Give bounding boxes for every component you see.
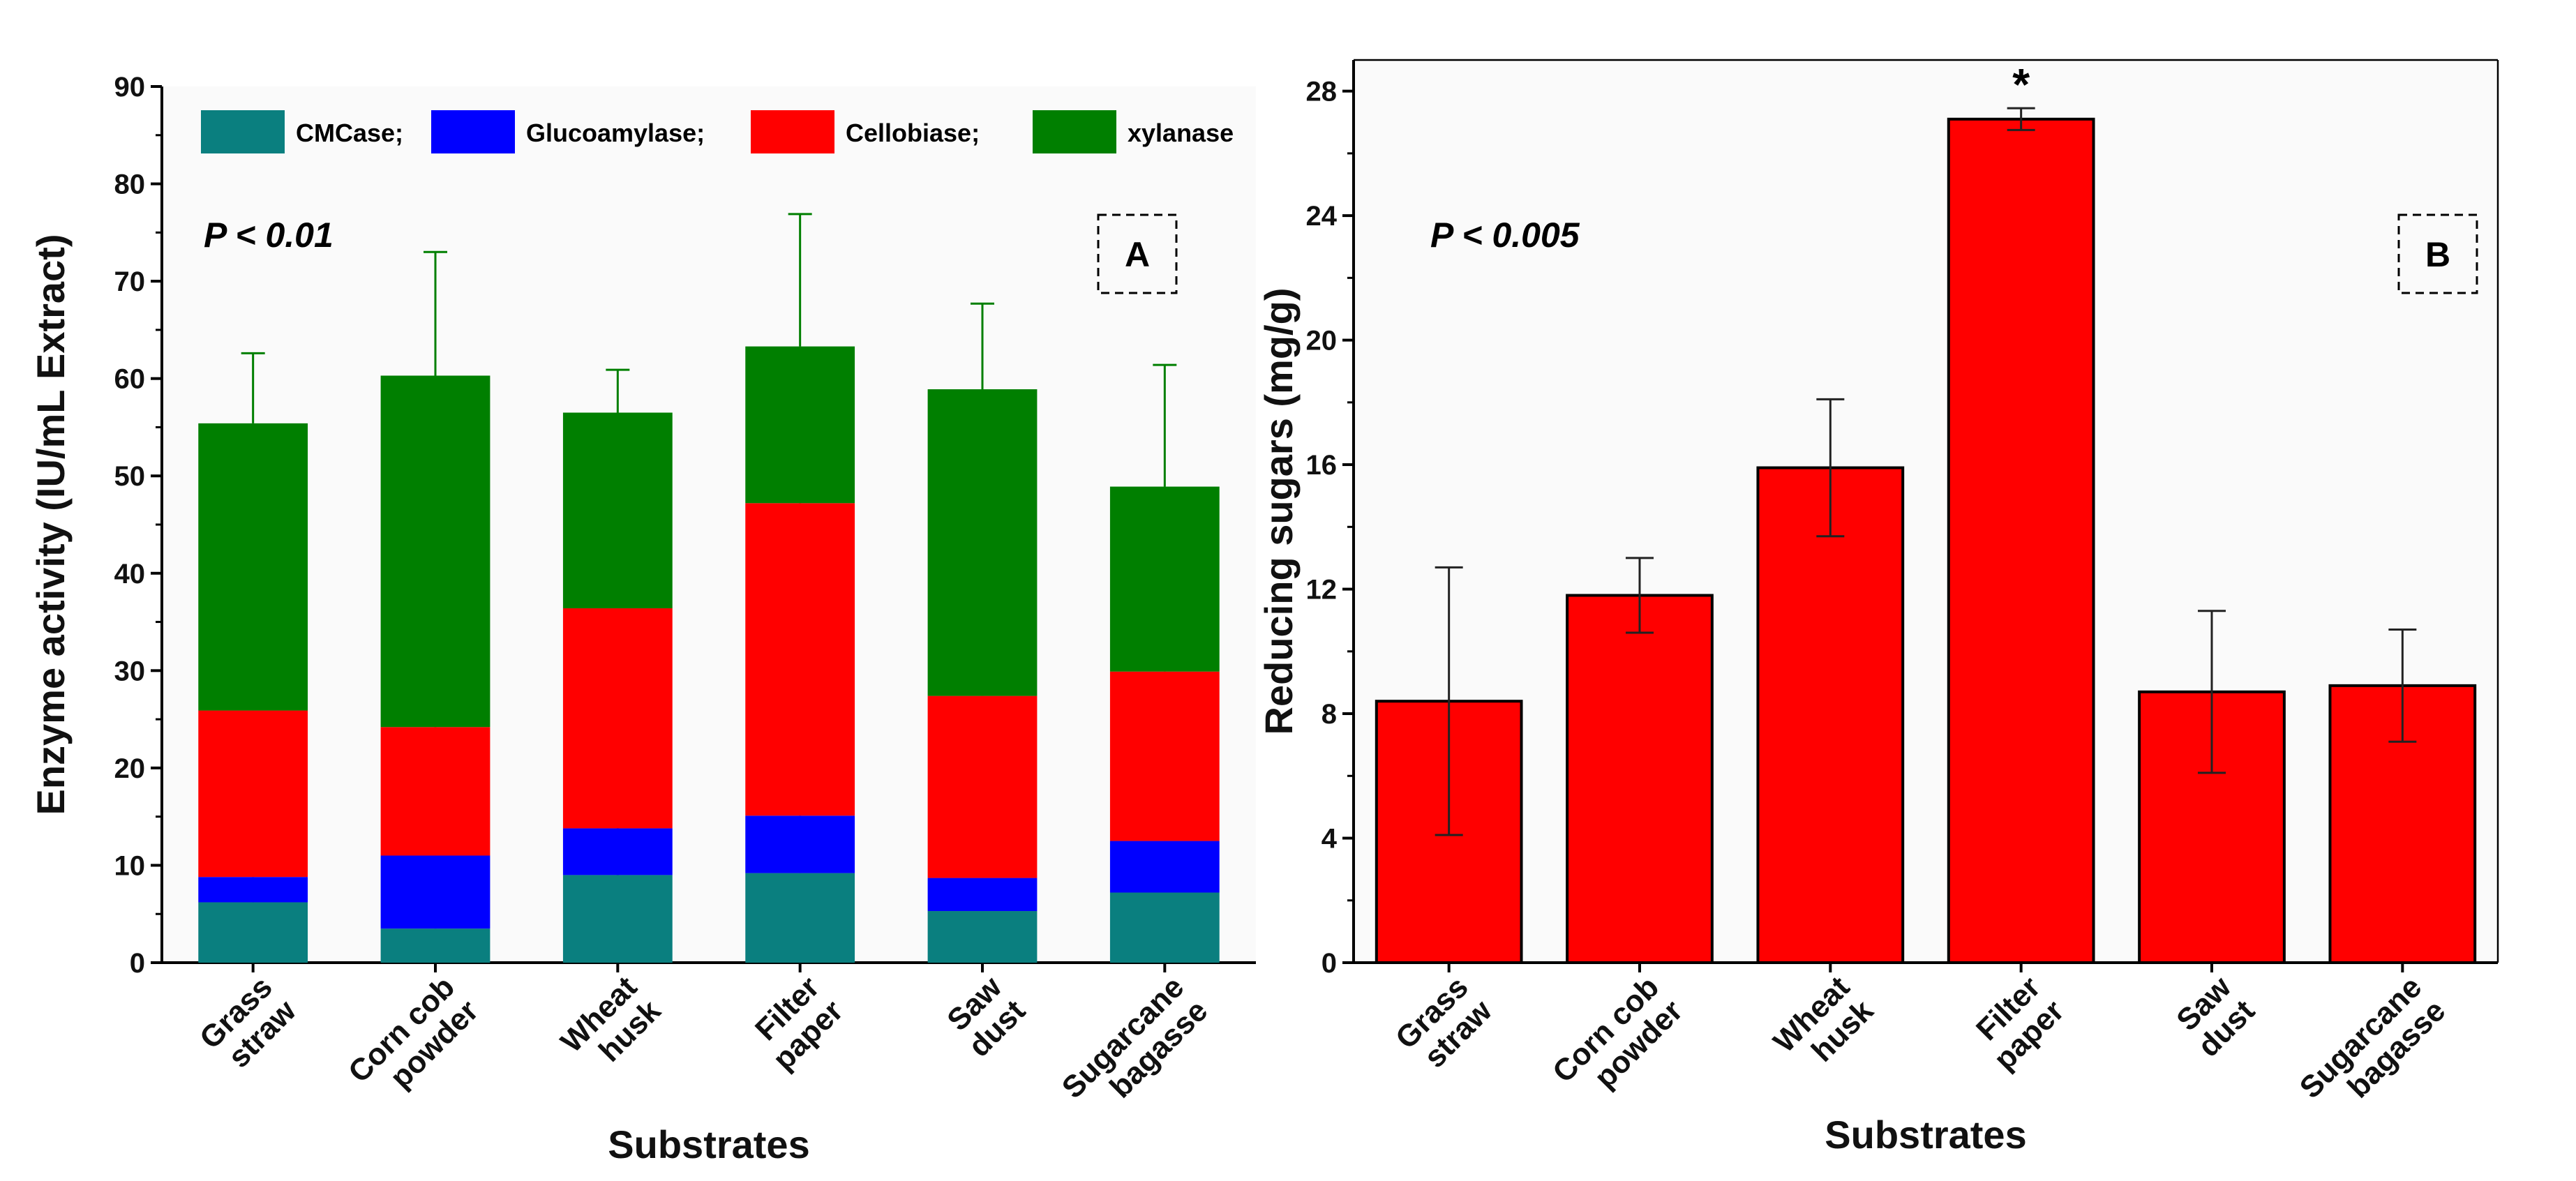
- panel-b-y-tick-label: 24: [1306, 201, 1338, 232]
- panel-a-bar-xylanase-grass-straw: [198, 423, 308, 711]
- panel-b-tag: B: [2425, 235, 2450, 274]
- panel-a-bar-glucoamylase-sugarcane-bagasse: [1109, 841, 1220, 893]
- panel-a-y-tick-label: 30: [114, 656, 146, 686]
- panel-a-bar-glucoamylase-filter-paper: [745, 815, 855, 873]
- panel-b-chart: 0 4 8 12 16 20 24 28 Reducing sugars (mg/g) Subst…: [1257, 59, 2499, 1157]
- panel-a-bar-cellobiase-grass-straw: [198, 710, 308, 878]
- panel-a-y-tick-label: 80: [114, 170, 146, 200]
- panel-b-x-axis-title: Substrates: [1825, 1113, 2026, 1157]
- panel-a-bar-xylanase-wheat-husk: [562, 412, 673, 609]
- panel-a-y-tick-label: 20: [114, 753, 146, 784]
- panel-a-y-tick-label: 40: [114, 559, 146, 589]
- panel-b-y-tick-label: 28: [1306, 77, 1338, 107]
- panel-a-bar-cellobiase-saw-dust: [927, 695, 1038, 878]
- panel-b-significance-marker: *: [2012, 59, 2030, 110]
- panel-a-bar-glucoamylase-wheat-husk: [562, 828, 673, 875]
- panel-a-category-label-wheat-husk: Wheathusk: [554, 970, 667, 1083]
- panel-b-category-label-sugarcane-bagasse: Sugarcanebagasse: [2293, 970, 2453, 1129]
- panel-b-y-axis-title: Reducing sugars (mg/g): [1257, 288, 1301, 735]
- panel-a-category-label-sugarcane-bagasse: Sugarcanebagasse: [1056, 970, 1215, 1129]
- panel-a-bar-cellobiase-corn-cob-powder: [380, 727, 491, 856]
- panel-a-x-axis-title: Substrates: [608, 1122, 809, 1166]
- panel-b-category-label-filter-paper: Filterpaper: [1963, 970, 2070, 1076]
- panel-a-category-label-corn-cob-powder: Corn cobpowder: [342, 970, 485, 1113]
- panel-b-bar-wheat-husk: [1756, 466, 1905, 964]
- panel-a-y-tick-label: 60: [114, 364, 146, 395]
- panel-a-p-value: P < 0.01: [204, 216, 334, 255]
- panel-a-bar-glucoamylase-corn-cob-powder: [380, 855, 491, 929]
- panel-b-plot-area: [1354, 60, 2498, 963]
- panel-b-y-tick-label: 16: [1306, 450, 1338, 481]
- panel-a-legend-label-xylanase: xylanase: [1128, 119, 1234, 147]
- panel-a-category-label-saw-dust: Sawdust: [938, 970, 1033, 1064]
- panel-a-y-tick-label: 70: [114, 266, 146, 297]
- panel-a-category-label-filter-paper: Filterpaper: [742, 970, 849, 1076]
- panel-a-y-tick-label: 0: [130, 948, 145, 979]
- panel-a-legend-swatch-cellobiase: [751, 110, 834, 153]
- panel-a-tag: A: [1125, 235, 1150, 274]
- panel-a-bar-xylanase-sugarcane-bagasse: [1109, 486, 1220, 672]
- panel-a-bar-cmcase-grass-straw: [198, 902, 308, 963]
- panel-a-bar-xylanase-filter-paper: [745, 346, 855, 504]
- panel-b-y-tick-label: 0: [1321, 948, 1337, 979]
- panel-a-category-label-grass-straw: Grassstraw: [193, 970, 303, 1079]
- panel-b-category-label-corn-cob-powder: Corn cobpowder: [1546, 970, 1689, 1113]
- panel-b-category-label-saw-dust: Sawdust: [2168, 970, 2262, 1064]
- panel-b-tag-box: [2397, 213, 2478, 294]
- panel-a-bar-glucoamylase-saw-dust: [927, 878, 1038, 912]
- panel-a-legend-swatch-xylanase: [1033, 110, 1116, 153]
- panel-a-bar-cmcase-sugarcane-bagasse: [1109, 892, 1220, 963]
- panel-b-y-tick-label: 20: [1306, 326, 1338, 356]
- panel-a-y-axis-title: Enzyme activity (IU/mL Extract): [29, 234, 73, 815]
- panel-a-bar-cmcase-filter-paper: [745, 873, 855, 963]
- panel-b-bar-corn-cob-powder: [1566, 594, 1714, 964]
- panel-a-y-tick-label: 90: [114, 72, 146, 103]
- panel-a-plot-area: [162, 86, 1256, 963]
- panel-b-category-label-wheat-husk: Wheathusk: [1767, 970, 1880, 1083]
- panel-b-y-tick-label: 12: [1306, 575, 1338, 605]
- panel-a-bar-cmcase-saw-dust: [927, 911, 1038, 963]
- panel-a-bar-glucoamylase-grass-straw: [198, 877, 308, 903]
- panel-a-y-tick-label: 50: [114, 461, 146, 492]
- panel-a-chart: 0 10 20 30 40 50 60 70 80 90 Enzyme activity (IU/m…: [29, 72, 1256, 1166]
- panel-a-y-tick-label: 10: [114, 850, 146, 881]
- panel-a-bar-cmcase-wheat-husk: [562, 875, 673, 963]
- panel-a-tag-box: [1097, 213, 1178, 294]
- panel-a-legend-swatch-cmcase: [201, 110, 285, 153]
- panel-a-legend-swatch-glucoamylase: [431, 110, 515, 153]
- panel-a-legend: CMCase; Glucoamylase; Cellobiase; xylanase: [201, 110, 1234, 153]
- panel-a-bar-cmcase-corn-cob-powder: [380, 928, 491, 963]
- panel-a-legend-label-glucoamylase: Glucoamylase;: [526, 119, 705, 147]
- panel-b-y-tick-label: 4: [1321, 824, 1338, 855]
- panel-a-bar-cellobiase-sugarcane-bagasse: [1109, 671, 1220, 841]
- panel-a-bar-xylanase-saw-dust: [927, 389, 1038, 696]
- panel-b-p-value: P < 0.005: [1430, 216, 1580, 255]
- panel-b-bar-filter-paper: [1947, 117, 2095, 965]
- panel-a-legend-label-cmcase: CMCase;: [296, 119, 403, 147]
- panel-a-bar-cellobiase-filter-paper: [745, 503, 855, 816]
- panel-b-y-tick-label: 8: [1321, 699, 1337, 730]
- panel-b-category-label-grass-straw: Grassstraw: [1389, 970, 1499, 1079]
- panel-a-bar-xylanase-corn-cob-powder: [380, 375, 491, 728]
- panel-a-bar-cellobiase-wheat-husk: [562, 608, 673, 829]
- panel-a-legend-label-cellobiase: Cellobiase;: [846, 119, 980, 147]
